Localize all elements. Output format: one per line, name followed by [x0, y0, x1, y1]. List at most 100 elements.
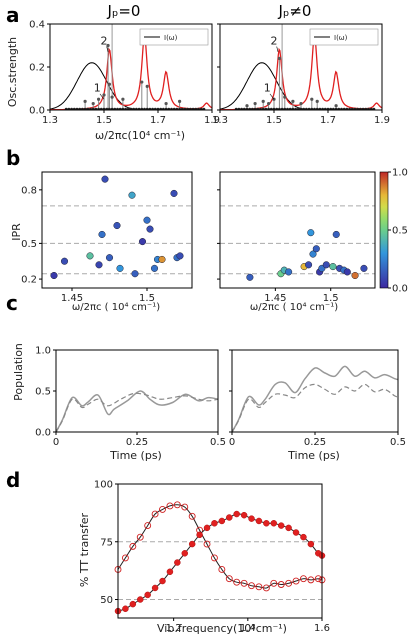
panel-a-ytick-label: 0.4: [29, 20, 45, 31]
panel-d-filled-point: [211, 520, 218, 527]
panel-a-left-stick-marker: [140, 80, 144, 84]
panel-d-filled-point: [300, 533, 307, 541]
panel-b-colorbar-tick-label: 0.5: [392, 226, 408, 237]
panel-label-c: c: [6, 291, 18, 315]
panel-c-right-dashed-line: [231, 383, 399, 433]
panel-d-open-point: [307, 576, 315, 584]
panel-c-ytick-label: 1.0: [35, 346, 51, 357]
panel-d-filled-point: [240, 511, 248, 519]
panel-b-left-point: [113, 221, 121, 230]
panel-a-left-xtick-label: 1.7: [150, 115, 166, 126]
panel-d-filled-point: [277, 522, 285, 529]
panel-a-right-stick-marker: [267, 101, 271, 106]
panel-a-right-legend-box: [309, 28, 379, 46]
panel-a-left-stick-marker: [110, 95, 114, 99]
panel-a-right-xtick-label: 1.3: [212, 115, 228, 126]
panel-d-open-point: [151, 510, 159, 518]
panel-d-filled-point: [226, 514, 233, 521]
panel-d-open-point: [248, 582, 255, 590]
panel-a-left-stick-marker: [164, 101, 168, 106]
panel-a-right-annotation-2-line: [276, 46, 279, 53]
panel-b-right-point: [322, 261, 330, 269]
panel-b-xlabel-left: ω/2πc ( 10⁴ cm⁻¹): [72, 302, 160, 313]
panel-d-open-point: [159, 505, 166, 513]
panel-d-open-series-line: [117, 504, 323, 589]
panel-a-right-xtick-label: 1.5: [266, 115, 282, 126]
panel-a-right-stick-marker: [277, 56, 281, 61]
panel-d-filled-point: [263, 520, 270, 527]
panel-a-ytick-label: 0.0: [29, 106, 45, 117]
panel-a-left-stick-marker: [102, 93, 106, 97]
panel-d-open-point: [136, 533, 144, 541]
panel-a-right-stick-marker: [283, 95, 287, 99]
panel-b-colorbar: [379, 171, 389, 289]
panel-b-left-point: [95, 261, 103, 269]
panel-b-right-point: [312, 245, 320, 253]
panel-d-open-point: [292, 577, 300, 585]
panel-a-left-xtick-label: 1.3: [42, 115, 58, 126]
panel-a-left-stick-marker: [91, 101, 95, 106]
panel-d-open-point: [181, 503, 189, 511]
panel-b-right-point: [343, 268, 351, 276]
panel-d-ytick-label: 100: [94, 480, 113, 491]
panel-d-open-point: [129, 542, 137, 550]
panel-b-right-point: [285, 268, 293, 276]
panel-d-filled-point: [270, 520, 278, 527]
panel-label-a: a: [6, 3, 20, 27]
panel-d-filled-point: [248, 515, 255, 522]
panel-a-ytick-label: 0.2: [29, 63, 45, 74]
panel-d-xtick-label: 1.4: [240, 623, 256, 634]
panel-a-title-right: Jₚ≠0: [278, 2, 312, 20]
panel-c-left-dashed-line: [55, 392, 219, 433]
panel-b-left-point: [105, 254, 114, 262]
panel-b-left-point: [60, 257, 69, 265]
panel-c-right-solid-line: [231, 365, 399, 433]
panel-b-left-point: [128, 191, 136, 199]
panel-b-left-point: [98, 230, 106, 239]
panel-a-right-stick-marker: [315, 99, 319, 103]
panel-d-ylabel: % TT transfer: [78, 512, 91, 587]
panel-a-left-stick-marker: [121, 97, 125, 101]
panel-d-filled-point: [174, 559, 181, 566]
panel-d-filled-point: [233, 510, 240, 518]
panel-b-right-point: [305, 261, 313, 269]
panel-b-left-point: [86, 252, 94, 260]
panel-b-left-point: [50, 271, 58, 280]
panel-d-ytick-label: 50: [100, 595, 113, 606]
panel-c-xlabel-right: Time (ps): [287, 449, 340, 462]
panel-b-right-point: [360, 264, 368, 272]
panel-a-right-stick-marker: [299, 101, 303, 106]
panel-d-filled-point: [255, 517, 263, 525]
panel-b-colorbar-tick-label: 0.0: [392, 284, 408, 295]
panel-c-ylabel: Population: [12, 343, 25, 401]
panel-a-right-stick-marker: [245, 104, 249, 108]
panel-a-left-annotation-1-line: [99, 93, 105, 100]
panel-b-left-point: [150, 264, 159, 272]
panel-a-left-stick-marker: [97, 97, 101, 101]
panel-d-ytick-label: 75: [100, 537, 113, 548]
panel-d-open-point: [314, 575, 322, 583]
panel-c-right-xtick-label: 0.5: [390, 437, 406, 448]
panel-b-ylabel: IPR: [10, 223, 23, 241]
panel-a-left-spectrum-curve: [50, 33, 213, 111]
panel-b-left-point: [176, 252, 184, 260]
panel-b-right-xtick-label: 1.5: [323, 293, 339, 304]
panel-b-right-point: [332, 230, 340, 239]
panel-b-left-xtick-label: 1.5: [139, 293, 155, 304]
panel-a-ylabel: Osc.strength: [6, 37, 19, 107]
panel-label-d: d: [6, 468, 20, 492]
panel-d-axes: [117, 483, 323, 619]
panel-d-open-point: [210, 554, 218, 562]
panel-b-left-axes: [41, 171, 193, 289]
panel-d-filled-point: [151, 584, 159, 592]
panel-d-filled-point: [159, 577, 166, 585]
panel-a-right-annotation-1: 1: [264, 82, 271, 95]
panel-d-filled-point: [188, 540, 196, 548]
panel-a-left-annotation-2: 2: [101, 34, 108, 47]
panel-a-left-gaussian-curve: [49, 62, 212, 111]
panel-a-left-legend-label: I(ω): [164, 34, 178, 42]
panel-d-open-point: [218, 566, 226, 573]
panel-d-filled-point: [196, 531, 203, 539]
panel-b-ytick-label: 0.2: [21, 275, 37, 286]
